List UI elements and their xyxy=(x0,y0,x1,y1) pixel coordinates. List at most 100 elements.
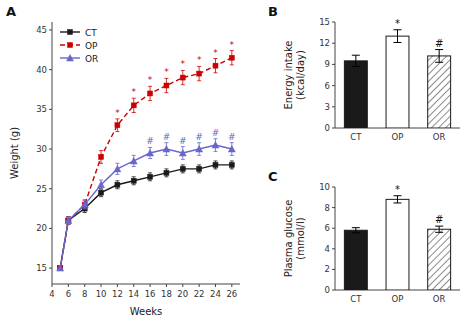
y-tick xyxy=(332,64,335,65)
error-bar xyxy=(394,196,402,203)
x-axis: CTOPOR xyxy=(335,290,460,304)
plot-area xyxy=(344,196,450,290)
annotations: ********###### xyxy=(115,40,235,147)
y-axis-line xyxy=(52,22,53,284)
y-tick-label: 25 xyxy=(36,184,47,194)
marker xyxy=(164,170,169,175)
y-axis-line xyxy=(335,22,336,128)
marker xyxy=(229,55,234,60)
series-line xyxy=(60,58,232,268)
y-tick-label: 6 xyxy=(325,81,330,91)
y-axis-label-line: Weight (g) xyxy=(9,127,20,179)
y-tick-label: 9 xyxy=(325,59,330,69)
error-bar xyxy=(132,98,136,112)
y-tick xyxy=(332,187,335,188)
significance-marker: # xyxy=(146,136,154,146)
error-bar xyxy=(148,173,152,181)
y-tick-label: 35 xyxy=(36,104,47,114)
marker xyxy=(57,265,64,272)
x-tick xyxy=(199,284,200,287)
y-axis: 03691215Energy intake(kcal/day) xyxy=(283,17,335,133)
x-tick xyxy=(68,284,69,287)
panel-label: C xyxy=(268,169,278,184)
marker xyxy=(98,181,105,188)
x-tick-label: 16 xyxy=(145,289,156,299)
bar xyxy=(386,199,409,290)
significance-marker: # xyxy=(435,214,443,225)
y-tick-label: 45 xyxy=(36,25,47,35)
marker xyxy=(147,150,154,157)
series-line xyxy=(60,145,232,268)
y-tick xyxy=(332,85,335,86)
error-bar xyxy=(181,70,185,84)
x-tick-label: 22 xyxy=(194,289,205,299)
x-tick xyxy=(166,284,167,287)
error-bar xyxy=(230,51,234,65)
significance-marker: * xyxy=(230,40,235,50)
marker xyxy=(229,162,234,167)
y-tick xyxy=(332,248,335,249)
marker xyxy=(196,146,203,153)
y-tick xyxy=(49,109,52,110)
x-tick xyxy=(52,284,53,287)
marker xyxy=(130,157,137,164)
significance-marker: * xyxy=(197,55,202,65)
marker xyxy=(213,162,218,167)
y-tick xyxy=(332,106,335,107)
legend-label: OP xyxy=(85,41,98,51)
significance-marker: * xyxy=(115,108,120,118)
x-axis-line xyxy=(52,284,240,285)
x-tick-label: 8 xyxy=(82,289,87,299)
x-tick-label: 18 xyxy=(161,289,172,299)
series-line xyxy=(60,165,232,268)
marker xyxy=(65,217,72,224)
error-bar xyxy=(115,181,119,189)
legend-marker xyxy=(68,43,73,48)
error-bar xyxy=(230,161,234,169)
marker xyxy=(180,75,185,80)
y-tick xyxy=(49,228,52,229)
significance-marker: * xyxy=(148,75,153,85)
error-bar xyxy=(164,169,168,177)
panel-label: A xyxy=(6,4,16,19)
y-tick-label: 40 xyxy=(36,65,47,75)
error-bar xyxy=(352,55,360,66)
marker xyxy=(114,165,121,172)
significance-marker: # xyxy=(228,132,236,142)
marker xyxy=(212,142,219,149)
x-axis-label: Weeks xyxy=(130,306,163,317)
y-tick xyxy=(332,207,335,208)
y-tick-label: 20 xyxy=(36,223,47,233)
error-bar xyxy=(435,50,443,63)
y-tick xyxy=(332,228,335,229)
marker xyxy=(148,91,153,96)
significance-marker: * xyxy=(395,184,400,195)
series xyxy=(58,161,235,271)
x-tick xyxy=(84,284,85,287)
bar xyxy=(344,61,367,128)
y-tick-label: 10 xyxy=(319,182,330,192)
x-tick-label: CT xyxy=(350,294,362,304)
error-bar xyxy=(435,226,443,232)
error-bar xyxy=(213,161,217,169)
x-axis: CTOPOR xyxy=(335,128,460,142)
marker xyxy=(180,166,185,171)
y-axis: 15202530354045Weight (g) xyxy=(9,22,52,284)
error-bar xyxy=(148,86,152,100)
y-tick-label: 3 xyxy=(325,102,330,112)
y-axis-label-line: (mmol/l) xyxy=(295,217,306,259)
bar-hatch xyxy=(428,229,451,290)
y-tick xyxy=(49,188,52,189)
error-bar xyxy=(394,30,402,43)
significance-marker: * xyxy=(213,48,218,58)
x-tick-label: 20 xyxy=(177,289,188,299)
bar xyxy=(428,56,451,128)
marker xyxy=(81,201,88,208)
y-tick xyxy=(49,149,52,150)
x-tick-label: 26 xyxy=(226,289,237,299)
y-tick xyxy=(49,29,52,30)
x-axis: 468101214161820222426Weeks xyxy=(49,284,240,317)
marker xyxy=(179,150,186,157)
y-axis-label: Energy intake(kcal/day) xyxy=(283,41,306,110)
significance-marker: * xyxy=(164,67,169,77)
